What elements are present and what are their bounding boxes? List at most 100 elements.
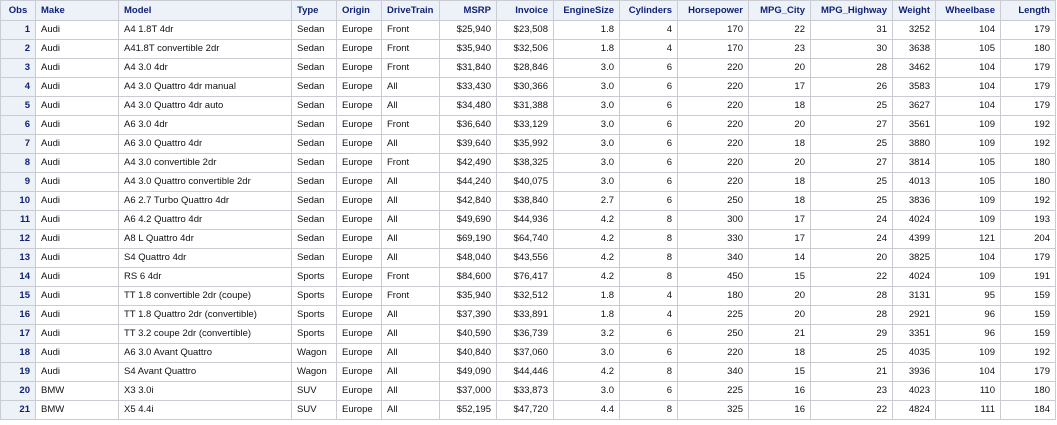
cell-horsepower: 225 — [677, 305, 749, 325]
table-row[interactable]: 16 Audi TT 1.8 Quattro 2dr (convertible) Sp… — [0, 305, 1056, 325]
table-row[interactable]: 7 Audi A6 3.0 Quattro 4dr Sedan Europe All $39… — [0, 134, 1056, 154]
cell-drivetrain: All — [381, 324, 440, 344]
table-row[interactable]: 5 Audi A4 3.0 Quattro 4dr auto Sedan Europe A… — [0, 96, 1056, 116]
cell-invoice: $40,075 — [496, 172, 554, 192]
column-header-invoice[interactable]: Invoice — [496, 0, 554, 21]
cell-weight: 3814 — [892, 153, 936, 173]
cell-drivetrain: All — [381, 210, 440, 230]
cell-type: Sedan — [291, 96, 337, 116]
table-row[interactable]: 6 Audi A6 3.0 4dr Sedan Europe Front $36,640 $3… — [0, 115, 1056, 135]
cell-length: 180 — [1000, 381, 1056, 401]
cell-length: 192 — [1000, 191, 1056, 211]
table-row[interactable]: 18 Audi A6 3.0 Avant Quattro Wagon Europe All… — [0, 343, 1056, 363]
column-header-length[interactable]: Length — [1000, 0, 1056, 21]
cell-mpg-city: 17 — [748, 210, 811, 230]
column-header-horsepower[interactable]: Horsepower — [677, 0, 749, 21]
table-row[interactable]: 2 Audi A41.8T convertible 2dr Sedan Europe Fr… — [0, 39, 1056, 59]
cell-msrp: $44,240 — [439, 172, 497, 192]
cell-obs: 7 — [0, 134, 36, 154]
cell-invoice: $36,739 — [496, 324, 554, 344]
table-row[interactable]: 20 BMW X3 3.0i SUV Europe All $37,000 $33,873 3.… — [0, 381, 1056, 401]
table-row[interactable]: 1 Audi A4 1.8T 4dr Sedan Europe Front $25,940 $… — [0, 20, 1056, 40]
cell-wheelbase: 104 — [935, 58, 1001, 78]
cell-mpg-highway: 30 — [810, 39, 893, 59]
cell-model: A4 1.8T 4dr — [118, 20, 292, 40]
cell-origin: Europe — [336, 58, 382, 78]
column-header-drivetrain[interactable]: DriveTrain — [381, 0, 440, 21]
cell-weight: 3880 — [892, 134, 936, 154]
table-row[interactable]: 8 Audi A4 3.0 convertible 2dr Sedan Europe Fr… — [0, 153, 1056, 173]
cell-type: Sedan — [291, 191, 337, 211]
cell-invoice: $33,891 — [496, 305, 554, 325]
cell-mpg-city: 15 — [748, 267, 811, 287]
cell-obs: 2 — [0, 39, 36, 59]
cell-model: TT 3.2 coupe 2dr (convertible) — [118, 324, 292, 344]
column-header-weight[interactable]: Weight — [892, 0, 936, 21]
table-row[interactable]: 14 Audi RS 6 4dr Sports Europe Front $84,600 $7… — [0, 267, 1056, 287]
cell-msrp: $35,940 — [439, 39, 497, 59]
table-row[interactable]: 10 Audi A6 2.7 Turbo Quattro 4dr Sedan Europ… — [0, 191, 1056, 211]
cell-wheelbase: 105 — [935, 172, 1001, 192]
column-header-type[interactable]: Type — [291, 0, 337, 21]
cell-model: A4 3.0 convertible 2dr — [118, 153, 292, 173]
cell-length: 179 — [1000, 20, 1056, 40]
cell-cylinders: 8 — [619, 229, 678, 249]
cell-drivetrain: Front — [381, 58, 440, 78]
column-header-cylinders[interactable]: Cylinders — [619, 0, 678, 21]
column-header-make[interactable]: Make — [35, 0, 119, 21]
cell-make: BMW — [35, 381, 119, 401]
column-header-obs[interactable]: Obs — [0, 0, 36, 21]
cell-mpg-city: 18 — [748, 134, 811, 154]
cell-mpg-city: 20 — [748, 115, 811, 135]
column-header-msrp[interactable]: MSRP — [439, 0, 497, 21]
cell-mpg-highway: 20 — [810, 248, 893, 268]
table-row[interactable]: 17 Audi TT 3.2 coupe 2dr (convertible) Spor… — [0, 324, 1056, 344]
table-row[interactable]: 11 Audi A6 4.2 Quattro 4dr Sedan Europe All $4… — [0, 210, 1056, 230]
column-header-enginesize[interactable]: EngineSize — [553, 0, 620, 21]
cell-wheelbase: 104 — [935, 20, 1001, 40]
cell-weight: 3561 — [892, 115, 936, 135]
column-header-origin[interactable]: Origin — [336, 0, 382, 21]
table-row[interactable]: 4 Audi A4 3.0 Quattro 4dr manual Sedan Europ… — [0, 77, 1056, 97]
cell-origin: Europe — [336, 286, 382, 306]
cell-model: A4 3.0 Quattro 4dr manual — [118, 77, 292, 97]
cell-enginesize: 4.2 — [553, 210, 620, 230]
cell-msrp: $84,600 — [439, 267, 497, 287]
cell-drivetrain: All — [381, 172, 440, 192]
cell-origin: Europe — [336, 248, 382, 268]
column-header-mpg-highway[interactable]: MPG_Highway — [810, 0, 893, 21]
cell-type: Sedan — [291, 115, 337, 135]
cell-mpg-highway: 22 — [810, 267, 893, 287]
column-header-mpg-city[interactable]: MPG_City — [748, 0, 811, 21]
cell-mpg-highway: 24 — [810, 229, 893, 249]
cell-enginesize: 1.8 — [553, 286, 620, 306]
cell-enginesize: 4.2 — [553, 248, 620, 268]
cell-mpg-highway: 22 — [810, 400, 893, 420]
cell-cylinders: 6 — [619, 134, 678, 154]
cell-origin: Europe — [336, 39, 382, 59]
header-row: Obs Make Model Type Origin DriveTrain MSRP Invo… — [0, 0, 1056, 21]
cell-origin: Europe — [336, 96, 382, 116]
cell-invoice: $37,060 — [496, 343, 554, 363]
cell-length: 184 — [1000, 400, 1056, 420]
cell-horsepower: 180 — [677, 286, 749, 306]
cell-make: Audi — [35, 343, 119, 363]
table-row[interactable]: 9 Audi A4 3.0 Quattro convertible 2dr Sedan… — [0, 172, 1056, 192]
cell-cylinders: 6 — [619, 115, 678, 135]
column-header-wheelbase[interactable]: Wheelbase — [935, 0, 1001, 21]
cell-enginesize: 3.0 — [553, 77, 620, 97]
table-row[interactable]: 15 Audi TT 1.8 convertible 2dr (coupe) Spor… — [0, 286, 1056, 306]
cell-invoice: $76,417 — [496, 267, 554, 287]
cell-mpg-highway: 29 — [810, 324, 893, 344]
cell-type: Sedan — [291, 77, 337, 97]
table-row[interactable]: 13 Audi S4 Quattro 4dr Sedan Europe All $48,04… — [0, 248, 1056, 268]
table-row[interactable]: 19 Audi S4 Avant Quattro Wagon Europe All $49,… — [0, 362, 1056, 382]
cell-model: A8 L Quattro 4dr — [118, 229, 292, 249]
cell-model: RS 6 4dr — [118, 267, 292, 287]
table-row[interactable]: 12 Audi A8 L Quattro 4dr Sedan Europe All $69,… — [0, 229, 1056, 249]
table-row[interactable]: 21 BMW X5 4.4i SUV Europe All $52,195 $47,720 4.… — [0, 400, 1056, 420]
cell-drivetrain: Front — [381, 267, 440, 287]
table-row[interactable]: 3 Audi A4 3.0 4dr Sedan Europe Front $31,840 $2… — [0, 58, 1056, 78]
column-header-model[interactable]: Model — [118, 0, 292, 21]
cell-msrp: $37,390 — [439, 305, 497, 325]
